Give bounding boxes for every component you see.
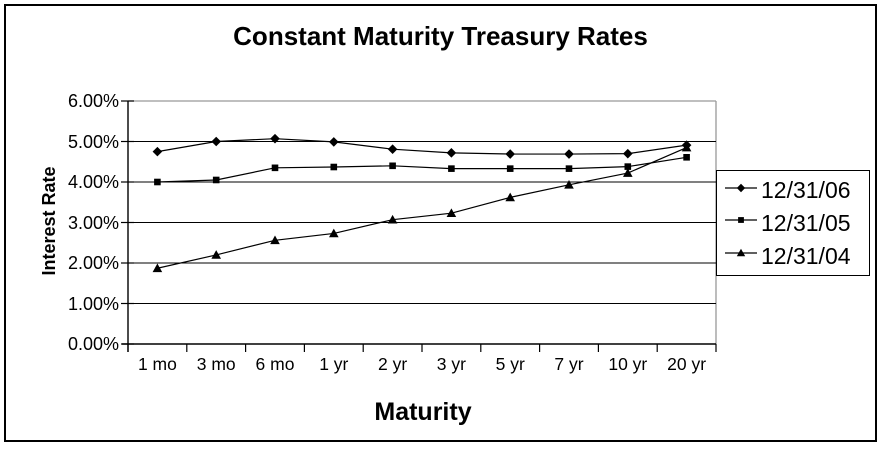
x-tick-label: 1 mo <box>137 354 177 374</box>
triangle-marker-icon <box>681 142 692 152</box>
y-tick-label: 0.00% <box>67 334 119 354</box>
x-tick-label: 1 yr <box>319 354 349 374</box>
series-12-31-05 <box>154 153 690 186</box>
square-marker-icon <box>565 165 573 172</box>
triangle-marker-icon <box>446 208 457 217</box>
legend-marker-line <box>725 217 757 224</box>
square-marker-icon <box>212 176 220 184</box>
chart-outer-border <box>4 4 877 442</box>
diamond-marker-icon <box>387 144 398 154</box>
diamond-marker-icon <box>505 149 515 159</box>
legend-label: 12/31/05 <box>761 209 851 236</box>
diamond-marker-icon <box>329 137 339 147</box>
triangle-marker-icon <box>270 235 280 245</box>
diamond-marker-icon <box>446 148 457 158</box>
series-12-31-06 <box>152 133 692 159</box>
triangle-marker-icon <box>623 168 633 177</box>
x-tick-label: 6 mo <box>255 354 295 374</box>
x-tick-label: 3 mo <box>196 354 236 374</box>
square-marker-icon <box>389 162 396 170</box>
triangle-marker-icon <box>724 245 758 266</box>
series-line <box>157 156 687 183</box>
diamond-marker-icon <box>564 149 574 159</box>
diamond-marker-icon <box>724 180 758 201</box>
triangle-marker-icon <box>211 250 221 259</box>
x-tick-label: 3 yr <box>436 354 466 374</box>
y-tick-label: 2.00% <box>67 253 119 273</box>
triangle-marker-icon <box>505 192 515 202</box>
y-tick-label: 5.00% <box>67 131 119 152</box>
triangle-marker-icon <box>152 263 163 273</box>
square-marker-icon <box>330 163 338 171</box>
square-marker-icon <box>448 165 455 172</box>
series-line <box>157 147 687 269</box>
square-marker-icon <box>724 212 758 233</box>
legend-entry: 12/31/05 <box>724 210 869 236</box>
x-axis-title: Maturity <box>374 398 472 426</box>
square-marker-icon <box>154 178 161 186</box>
y-tick-label: 3.00% <box>67 212 119 233</box>
legend-label: 12/31/04 <box>761 242 851 269</box>
triangle-marker-icon <box>329 228 339 238</box>
x-tick-label: 5 yr <box>495 354 525 374</box>
diamond-marker-icon <box>623 148 633 159</box>
x-tick-label: 20 yr <box>667 354 707 374</box>
legend: 12/31/06 12/31/05 12/31/04 <box>716 170 870 276</box>
x-tick-label: 7 yr <box>554 354 584 374</box>
y-tick-label: 4.00% <box>67 172 119 192</box>
diamond-marker-icon <box>211 136 221 147</box>
triangle-marker-icon <box>736 248 746 257</box>
diamond-marker-icon <box>152 146 163 157</box>
square-marker-icon <box>271 164 279 172</box>
y-tick-label: 1.00% <box>67 293 119 314</box>
series-line <box>157 138 687 155</box>
square-marker-icon <box>506 165 514 172</box>
y-tick-label: 6.00% <box>67 91 119 111</box>
legend-entry: 12/31/04 <box>724 243 869 269</box>
legend-marker-line <box>725 248 757 257</box>
triangle-marker-icon <box>564 180 574 189</box>
legend-marker-line <box>725 183 757 193</box>
triangle-marker-icon <box>387 214 398 224</box>
legend-label: 12/31/06 <box>761 177 851 204</box>
square-marker-icon <box>738 217 744 224</box>
diamond-marker-icon <box>736 183 746 193</box>
x-tick-label: 2 yr <box>378 354 408 374</box>
legend-entry: 12/31/06 <box>724 177 869 203</box>
diamond-marker-icon <box>270 133 280 144</box>
x-tick-label: 10 yr <box>608 354 648 374</box>
chart-title: Constant Maturity Treasury Rates <box>233 21 648 51</box>
square-marker-icon <box>683 153 690 161</box>
square-marker-icon <box>624 163 632 170</box>
series-12-31-04 <box>152 142 692 273</box>
